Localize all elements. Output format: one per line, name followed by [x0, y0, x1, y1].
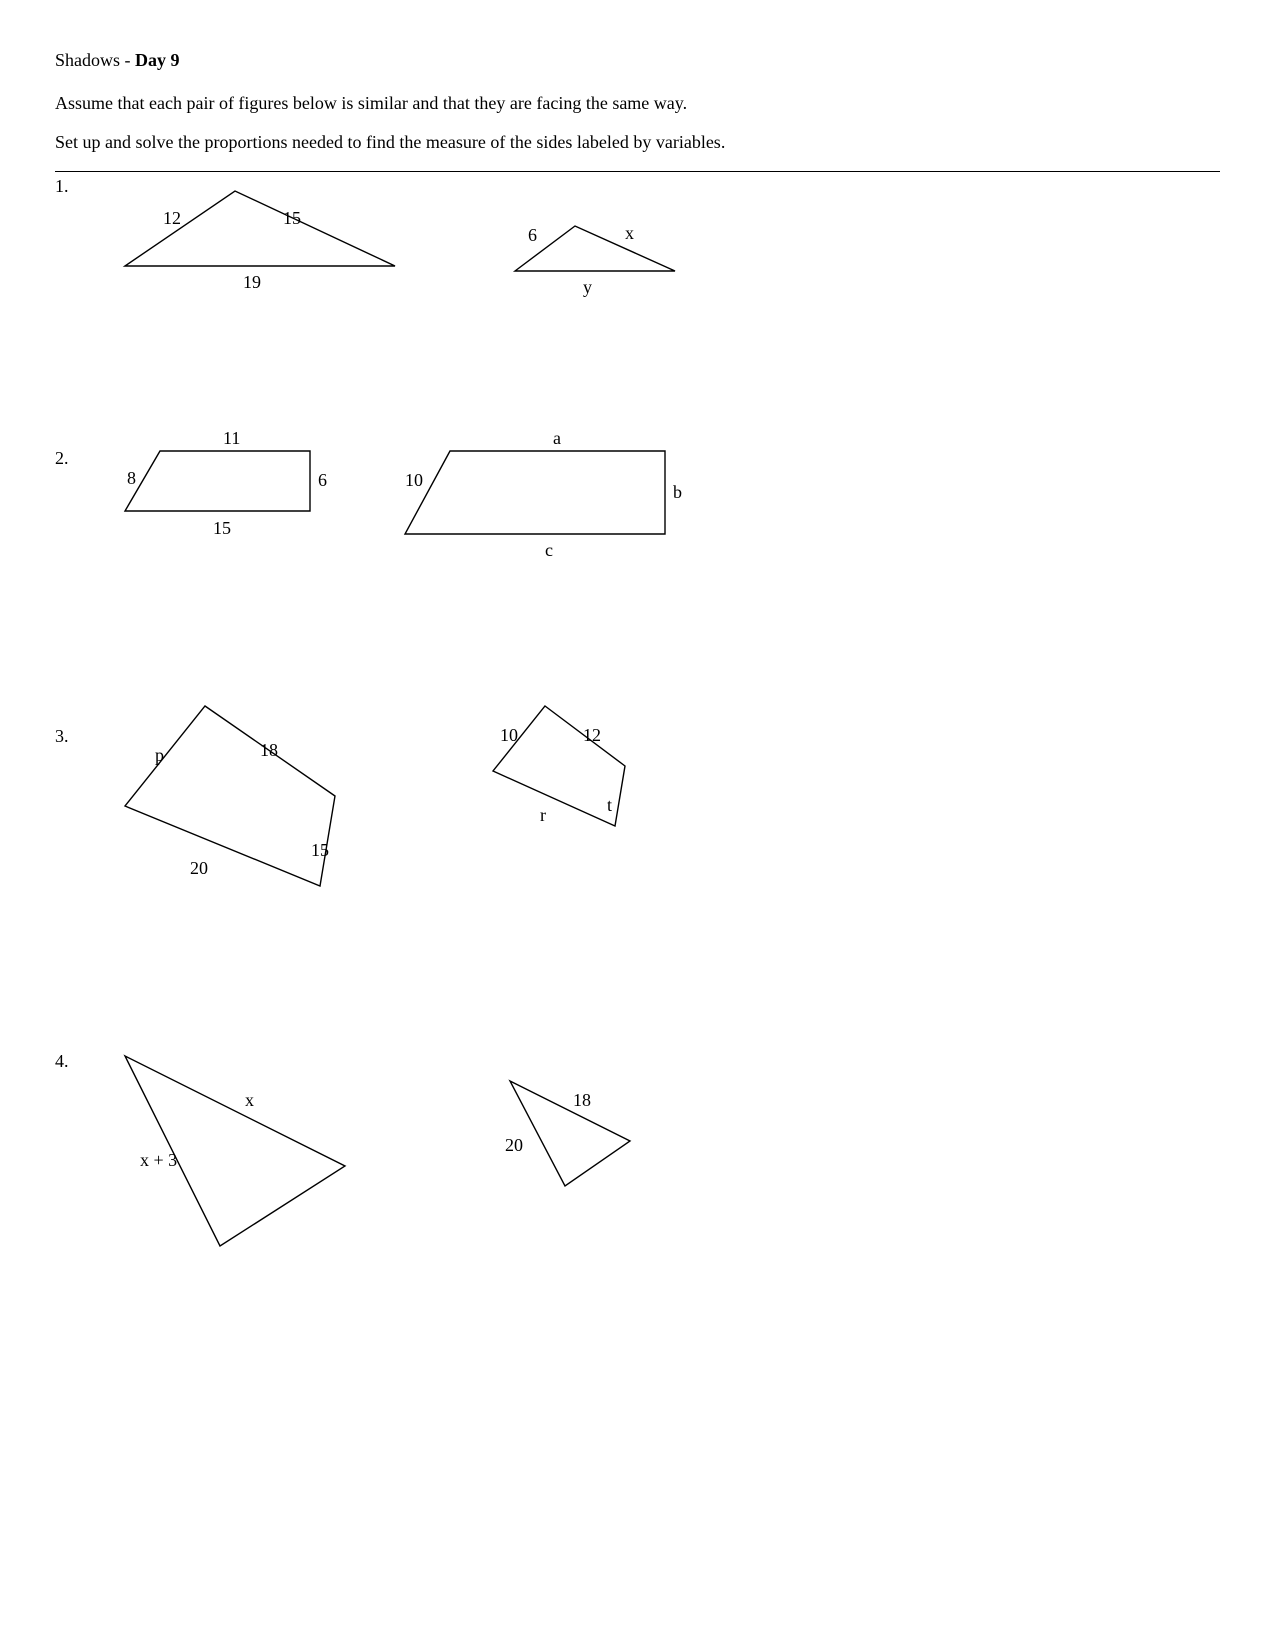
- divider: [55, 171, 1220, 172]
- instruction-2: Set up and solve the proportions needed …: [55, 132, 1220, 153]
- worksheet-header: Shadows - Day 9: [55, 50, 1220, 71]
- problem-1: 1. 12 15 19 6 x y: [55, 176, 1220, 386]
- problem-2-figure: 11 8 6 15 a 10 b c: [85, 426, 805, 596]
- p4-label-18: 18: [573, 1090, 591, 1110]
- p1-label-y: y: [583, 277, 592, 297]
- p1-label-x: x: [625, 223, 634, 243]
- p3-label-12: 12: [583, 725, 601, 745]
- p2-label-a: a: [553, 428, 561, 448]
- p2-label-8: 8: [127, 468, 136, 488]
- p3-label-t: t: [607, 795, 612, 815]
- p1-label-12: 12: [163, 208, 181, 228]
- problem-3: 3. p 18 20 15 10 12 r t: [55, 696, 1220, 996]
- p3-quad-large: [125, 706, 335, 886]
- p2-label-6: 6: [318, 470, 327, 490]
- instruction-1: Assume that each pair of figures below i…: [55, 93, 1220, 114]
- header-prefix: Shadows -: [55, 50, 135, 70]
- problem-1-number: 1.: [55, 176, 69, 197]
- p2-label-11: 11: [223, 428, 240, 448]
- p3-quad-small: [493, 706, 625, 826]
- p2-label-b: b: [673, 482, 682, 502]
- p1-label-15: 15: [283, 208, 301, 228]
- problem-2: 2. 11 8 6 15 a 10 b c: [55, 426, 1220, 656]
- p3-label-r: r: [540, 805, 546, 825]
- p2-label-c: c: [545, 540, 553, 560]
- p2-quad-small: [125, 451, 310, 511]
- p3-label-15: 15: [311, 840, 329, 860]
- p1-label-19: 19: [243, 272, 261, 292]
- problem-3-figure: p 18 20 15 10 12 r t: [85, 696, 805, 956]
- p4-tri-small: [510, 1081, 630, 1186]
- p1-triangle-large: [125, 191, 395, 266]
- header-title: Day 9: [135, 50, 180, 70]
- p2-quad-large: [405, 451, 665, 534]
- p3-label-20: 20: [190, 858, 208, 878]
- p2-label-15: 15: [213, 518, 231, 538]
- p3-label-18: 18: [260, 740, 278, 760]
- p4-label-xp3: x + 3: [140, 1150, 177, 1170]
- problem-4-figure: x x + 3 18 20: [85, 1036, 805, 1266]
- p1-label-6: 6: [528, 225, 537, 245]
- p4-label-x: x: [245, 1090, 254, 1110]
- problem-3-number: 3.: [55, 726, 69, 747]
- p2-label-10: 10: [405, 470, 423, 490]
- problem-1-figure: 12 15 19 6 x y: [85, 176, 785, 336]
- problem-4-number: 4.: [55, 1051, 69, 1072]
- p3-label-10: 10: [500, 725, 518, 745]
- p4-label-20: 20: [505, 1135, 523, 1155]
- problem-4: 4. x x + 3 18 20: [55, 1036, 1220, 1296]
- p1-triangle-small: [515, 226, 675, 271]
- problem-2-number: 2.: [55, 448, 69, 469]
- p3-label-p: p: [155, 745, 164, 765]
